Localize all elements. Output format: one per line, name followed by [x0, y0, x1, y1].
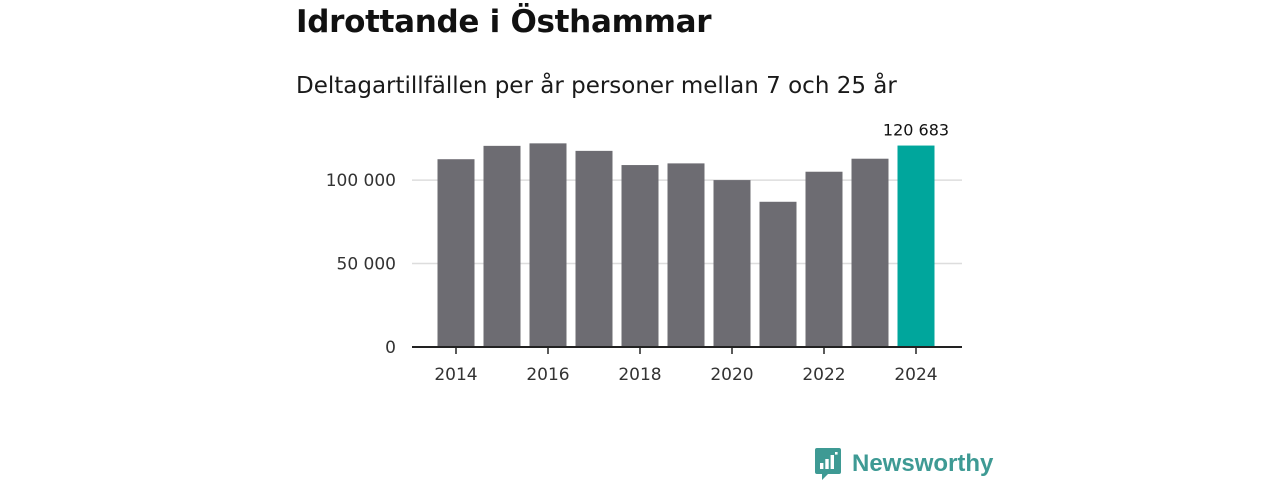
- y-tick-label: 50 000: [337, 255, 396, 275]
- bar-2023: [851, 158, 889, 347]
- bar-2019: [667, 163, 705, 347]
- bar-2022: [805, 171, 843, 347]
- bar-2020: [713, 180, 751, 347]
- bar-2024: [897, 145, 935, 347]
- x-tick-label: 2016: [526, 365, 569, 385]
- bar-2015: [483, 145, 521, 347]
- newsworthy-logo: Newsworthy: [814, 446, 993, 482]
- bar-2021: [759, 201, 797, 347]
- labels: 0 50 000 100 000 2014 2016 2018 2020 2022 2024 12…: [326, 121, 949, 385]
- bars: [437, 143, 935, 347]
- bar-2014: [437, 159, 475, 347]
- x-tick-label: 2020: [710, 365, 753, 385]
- bar-2016: [529, 143, 567, 347]
- brand-name: Newsworthy: [852, 450, 994, 477]
- x-tick-label: 2022: [802, 365, 845, 385]
- bar-chart-speech-bubble-icon: [815, 448, 841, 480]
- axes: [412, 346, 962, 354]
- bar-2017: [575, 150, 613, 347]
- data-label-highlight: 120 683: [883, 121, 949, 140]
- y-tick-label: 100 000: [326, 171, 396, 191]
- bar-2018: [621, 165, 659, 347]
- x-tick-label: 2018: [618, 365, 661, 385]
- x-tick-label: 2024: [894, 365, 937, 385]
- chart-subtitle: Deltagartillfällen per år personer mella…: [296, 73, 897, 99]
- x-tick-label: 2014: [434, 365, 477, 385]
- chart-title: Idrottande i Östhammar: [296, 4, 712, 40]
- y-tick-label: 0: [385, 338, 396, 358]
